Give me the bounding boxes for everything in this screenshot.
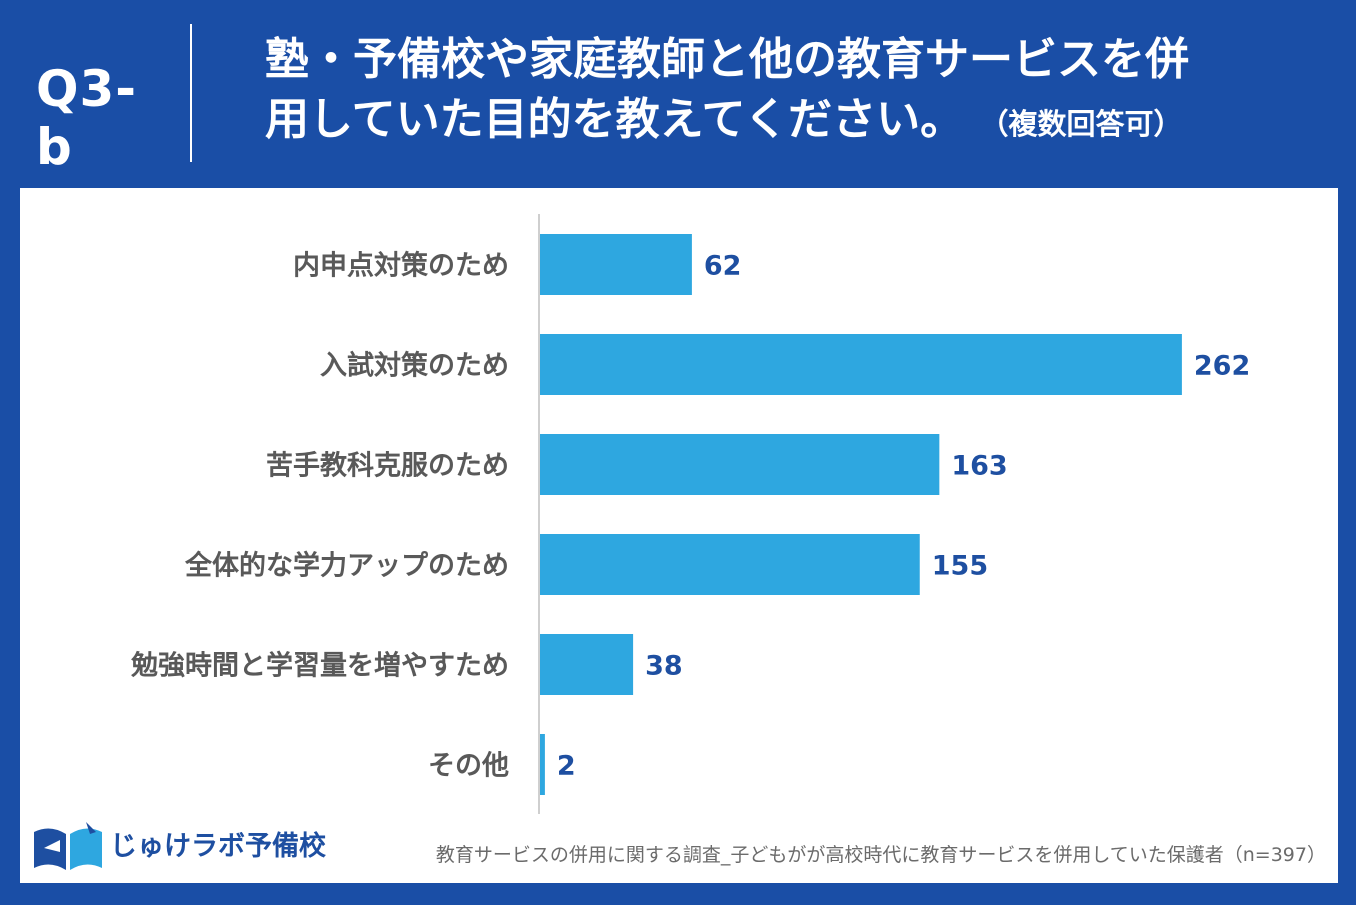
category-label-5: その他	[428, 751, 509, 782]
title-note: （複数回答可）	[979, 107, 1183, 141]
source-note: 教育サービスの併用に関する調査_子どもがが高校時代に教育サービスを併用していた保…	[435, 844, 1326, 866]
chart-title: 塾・予備校や家庭教師と他の教育サービスを併 用していた目的を教えてください。 （…	[265, 30, 1335, 154]
logo-text: じゅけラボ予備校	[110, 831, 326, 862]
bar-1	[540, 334, 1182, 395]
value-label-2: 163	[951, 451, 1007, 482]
bar-chart: 内申点対策のため 62 入試対策のため 262 苦手教科克服のため 163 全体的な学力アッ…	[130, 214, 1250, 814]
category-label-2: 苦手教科克服のため	[266, 450, 509, 482]
bar-4	[540, 634, 634, 695]
category-label-3: 全体的な学力アップのため	[184, 550, 509, 582]
category-label-4: 勉強時間と学習量を増やすため	[130, 650, 509, 682]
logo: じゅけラボ予備校	[30, 818, 326, 874]
value-label-0: 62	[704, 251, 742, 282]
category-label-0: 内申点対策のため	[293, 250, 509, 282]
title-line-2: 用していた目的を教えてください。 （複数回答可）	[265, 90, 1335, 154]
value-label-4: 38	[645, 651, 683, 682]
chart-panel: 内申点対策のため 62 入試対策のため 262 苦手教科克服のため 163 全体的な学力アッ…	[20, 188, 1338, 883]
value-label-3: 155	[932, 551, 988, 582]
bar-2	[540, 434, 940, 495]
value-label-5: 2	[557, 751, 576, 782]
title-line-2-text: 用していた目的を教えてください。	[265, 94, 965, 145]
bar-5	[540, 734, 545, 795]
question-id: Q3-b	[36, 60, 138, 176]
bar-3	[540, 534, 920, 595]
header: Q3-b 塾・予備校や家庭教師と他の教育サービスを併 用していた目的を教えてくだ…	[0, 0, 1356, 188]
category-label-1: 入試対策のため	[320, 350, 509, 382]
header-divider	[190, 24, 192, 162]
title-line-1: 塾・予備校や家庭教師と他の教育サービスを併	[265, 34, 1189, 85]
bar-0	[540, 234, 692, 295]
value-label-1: 262	[1194, 351, 1250, 382]
book-logo-icon	[34, 822, 102, 870]
